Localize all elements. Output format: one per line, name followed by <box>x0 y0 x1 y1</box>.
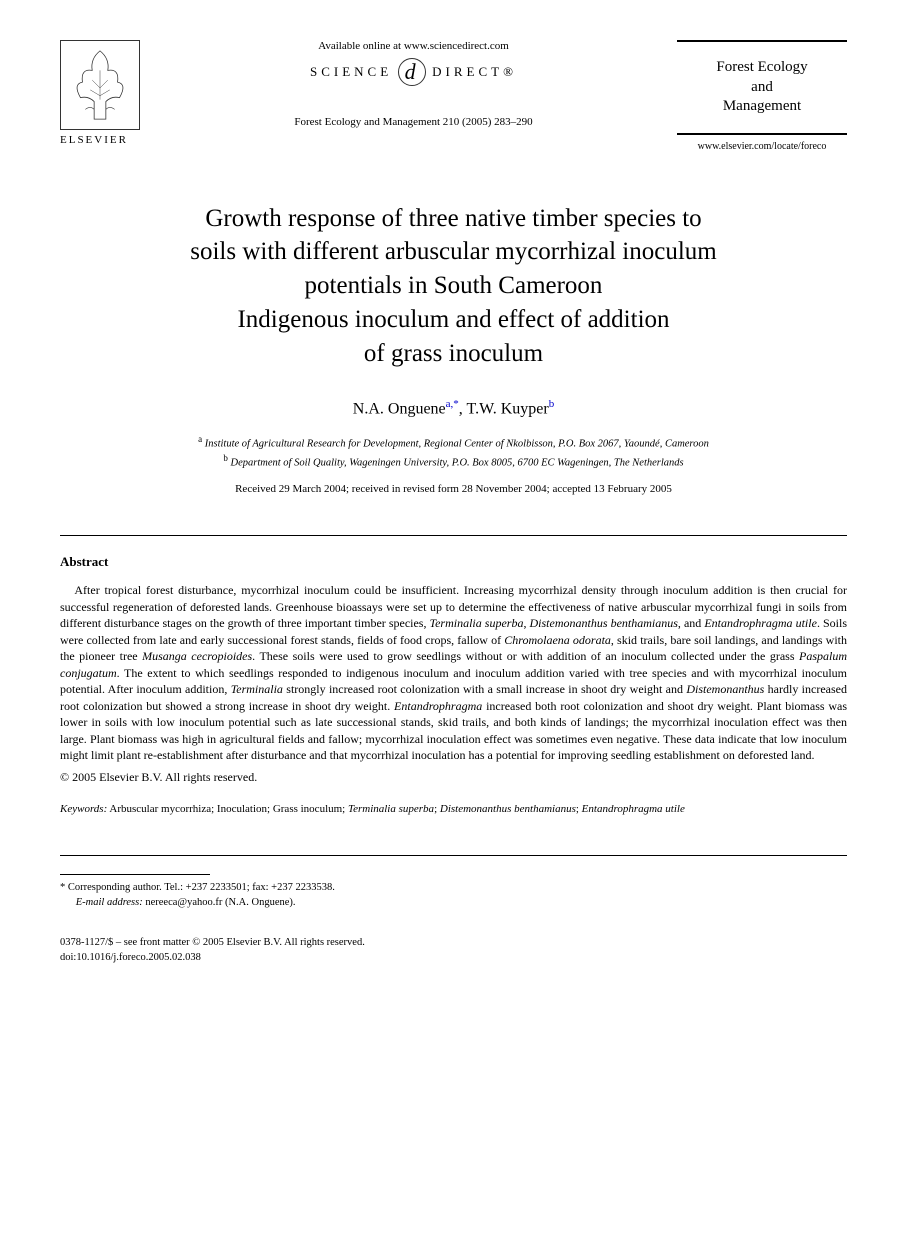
abs-sp9: Entandrophragma <box>394 699 482 713</box>
author-2: T.W. Kuyper <box>467 401 549 418</box>
title-block: Growth response of three native timber s… <box>60 202 847 371</box>
affiliation-b: b Department of Soil Quality, Wageningen… <box>60 452 847 471</box>
title-l3: potentials in South Cameroon <box>305 272 603 299</box>
elsevier-tree-icon <box>60 40 140 130</box>
author-sep: , <box>459 401 467 418</box>
abs-sp4: Chromolaena odorata <box>504 633 611 647</box>
publisher-logo-block: ELSEVIER <box>60 40 150 146</box>
email-line: E-mail address: nereeca@yahoo.fr (N.A. O… <box>60 896 847 911</box>
footer-block: 0378-1127/$ – see front matter © 2005 El… <box>60 936 847 965</box>
footer-line1: 0378-1127/$ – see front matter © 2005 El… <box>60 936 847 951</box>
title-l1: Growth response of three native timber s… <box>205 205 701 232</box>
abs-t8: strongly increased root colonization wit… <box>283 682 686 696</box>
authors-line: N.A. Onguenea,*, T.W. Kuyperb <box>60 398 847 418</box>
title-l5: of grass inoculum <box>364 340 543 367</box>
elsevier-label: ELSEVIER <box>60 134 150 146</box>
abstract-heading: Abstract <box>60 554 847 570</box>
sd-right: DIRECT® <box>432 64 517 80</box>
footer-doi: doi:10.1016/j.foreco.2005.02.038 <box>60 951 847 966</box>
author-2-aff[interactable]: b <box>549 398 555 410</box>
keywords-label: Keywords: <box>60 803 107 815</box>
author-1: N.A. Onguene <box>353 401 446 418</box>
abs-sp7: Terminalia <box>231 682 283 696</box>
journal-name: Forest Ecology and Management <box>685 58 839 117</box>
header-row: ELSEVIER Available online at www.science… <box>60 40 847 152</box>
kw-pre: Arbuscular mycorrhiza; Inoculation; Gras… <box>107 803 348 815</box>
abs-t3: , and <box>678 616 704 630</box>
email-label: E-mail address: <box>76 897 143 908</box>
sciencedirect-logo: SCIENCE d DIRECT® <box>170 58 657 86</box>
footnote-rule <box>60 874 210 875</box>
abstract-rule <box>60 535 847 536</box>
abs-t6: . These soils were used to grow seedling… <box>252 649 799 663</box>
available-online-text: Available online at www.sciencedirect.co… <box>170 40 657 52</box>
corresponding-author-footnote: * Corresponding author. Tel.: +237 22335… <box>60 881 847 910</box>
abs-sp1: Terminalia superba <box>430 616 524 630</box>
journal-box: Forest Ecology and Management www.elsevi… <box>677 40 847 152</box>
article-title: Growth response of three native timber s… <box>60 202 847 371</box>
title-l4: Indigenous inoculum and effect of additi… <box>237 306 669 333</box>
title-l2: soils with different arbuscular mycorrhi… <box>190 238 716 265</box>
article-dates: Received 29 March 2004; received in revi… <box>60 483 847 495</box>
abstract-paragraph: After tropical forest disturbance, mycor… <box>60 582 847 764</box>
copyright-line: © 2005 Elsevier B.V. All rights reserved… <box>60 770 847 785</box>
abs-sp8: Distemonanthus <box>686 682 764 696</box>
sd-left: SCIENCE <box>310 64 392 80</box>
header-center: Available online at www.sciencedirect.co… <box>150 40 677 128</box>
email-value: nereeca@yahoo.fr (N.A. Onguene). <box>143 897 296 908</box>
abs-sp5: Musanga cecropioides <box>142 649 252 663</box>
kw-2: Distemonanthus benthamianus <box>440 803 576 815</box>
aff-a-text: Institute of Agricultural Research for D… <box>205 438 709 449</box>
jn-line3: Management <box>723 98 801 114</box>
aff-b-text: Department of Soil Quality, Wageningen U… <box>231 457 684 468</box>
journal-box-inner: Forest Ecology and Management <box>677 40 847 135</box>
corr-line: * Corresponding author. Tel.: +237 22335… <box>60 881 847 896</box>
jn-line1: Forest Ecology <box>716 59 807 75</box>
keywords-rule <box>60 855 847 856</box>
affiliation-a: a Institute of Agricultural Research for… <box>60 433 847 452</box>
jn-line2: and <box>751 79 773 95</box>
abs-sp2: Distemonanthus benthamianus <box>530 616 678 630</box>
journal-reference: Forest Ecology and Management 210 (2005)… <box>170 116 657 128</box>
kw-1: Terminalia superba <box>348 803 434 815</box>
keywords-line: Keywords: Arbuscular mycorrhiza; Inocula… <box>60 803 847 815</box>
affiliations: a Institute of Agricultural Research for… <box>60 433 847 471</box>
abs-sp3: Entandrophragma utile <box>704 616 817 630</box>
kw-3: Entandrophragma utile <box>582 803 685 815</box>
journal-url: www.elsevier.com/locate/foreco <box>677 141 847 152</box>
sd-at-icon: d <box>398 58 426 86</box>
